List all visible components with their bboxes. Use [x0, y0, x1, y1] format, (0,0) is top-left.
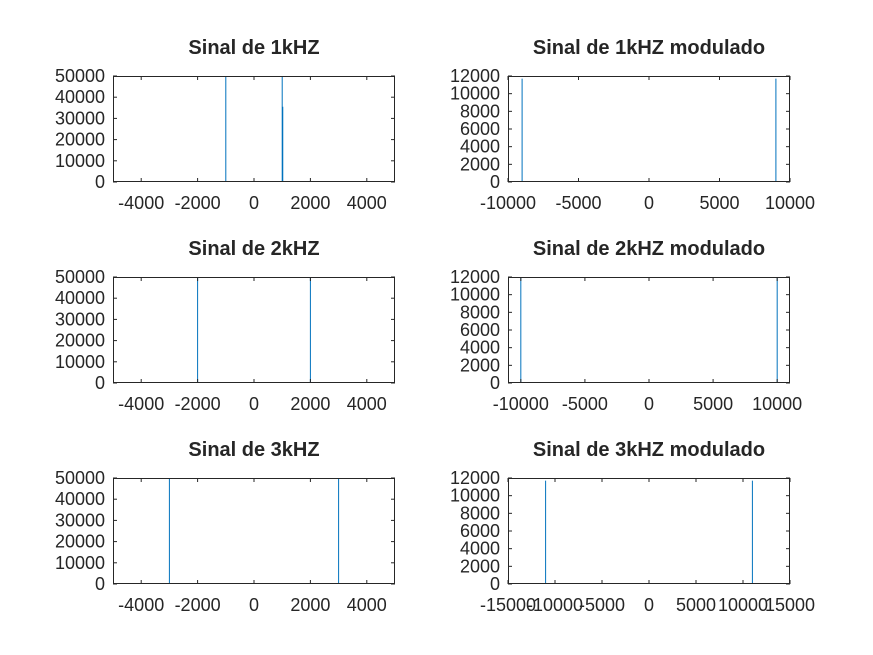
y-tick-label: 0	[490, 172, 500, 192]
y-tick-label: 8000	[460, 302, 500, 322]
y-tick-label: 40000	[55, 87, 105, 107]
x-tick-label: -15000	[480, 595, 536, 615]
subplot-title: Sinal de 2kHZ	[188, 238, 319, 260]
y-tick-label: 12000	[450, 66, 500, 86]
x-tick-label: -2000	[175, 193, 221, 213]
y-tick-label: 10000	[450, 486, 500, 506]
y-tick-label: 8000	[460, 503, 500, 523]
y-tick-label: 50000	[55, 468, 105, 488]
y-tick-label: 8000	[460, 101, 500, 121]
x-tick-label: -2000	[175, 595, 221, 615]
x-tick-label: 5000	[693, 394, 733, 414]
subplot-title: Sinal de 2kHZ modulado	[533, 238, 765, 260]
x-tick-label: 2000	[290, 394, 330, 414]
y-tick-label: 30000	[55, 309, 105, 329]
x-tick-label: 0	[644, 394, 654, 414]
y-tick-label: 0	[95, 373, 105, 393]
x-tick-label: -4000	[118, 394, 164, 414]
y-tick-label: 50000	[55, 66, 105, 86]
x-tick-label: -10000	[493, 394, 549, 414]
x-tick-label: -10000	[480, 193, 536, 213]
x-tick-label: 0	[249, 595, 259, 615]
x-tick-label: -4000	[118, 193, 164, 213]
x-tick-label: 5000	[699, 193, 739, 213]
y-tick-label: 0	[490, 373, 500, 393]
x-tick-label: 4000	[347, 394, 387, 414]
x-tick-label: 0	[249, 394, 259, 414]
y-tick-label: 2000	[460, 355, 500, 375]
y-tick-label: 10000	[55, 352, 105, 372]
y-tick-label: 4000	[460, 137, 500, 157]
y-tick-label: 6000	[460, 521, 500, 541]
y-tick-label: 30000	[55, 108, 105, 128]
x-tick-label: 0	[644, 193, 654, 213]
subplot-title: Sinal de 1kHZ	[188, 37, 319, 59]
x-tick-label: 0	[249, 193, 259, 213]
y-tick-label: 2000	[460, 556, 500, 576]
y-tick-label: 4000	[460, 539, 500, 559]
y-tick-label: 40000	[55, 288, 105, 308]
y-tick-label: 20000	[55, 532, 105, 552]
x-tick-label: -5000	[555, 193, 601, 213]
x-tick-label: 2000	[290, 193, 330, 213]
x-tick-label: 4000	[347, 595, 387, 615]
x-tick-label: -2000	[175, 394, 221, 414]
y-tick-label: 2000	[460, 154, 500, 174]
x-tick-label: -5000	[562, 394, 608, 414]
y-tick-label: 20000	[55, 130, 105, 150]
x-tick-label: -10000	[527, 595, 583, 615]
y-tick-label: 10000	[55, 553, 105, 573]
x-tick-label: 4000	[347, 193, 387, 213]
subplot-title: Sinal de 3kHZ	[188, 439, 319, 461]
subplot-2khz: Sinal de 2kHZ -4000 -2000 0 2000 40000100002…	[55, 238, 395, 414]
y-tick-label: 6000	[460, 119, 500, 139]
subplot-title: Sinal de 3kHZ modulado	[533, 439, 765, 461]
y-tick-label: 12000	[450, 468, 500, 488]
subplot-3khz: Sinal de 3kHZ -4000 -2000 0 2000 40000100002…	[55, 439, 395, 615]
x-tick-label: -4000	[118, 595, 164, 615]
y-tick-label: 10000	[55, 151, 105, 171]
subplot-2khz-modulado: Sinal de 2kHZ modulado -10000 -5000 0 5000 1…	[450, 238, 802, 414]
x-tick-label: 10000	[765, 193, 815, 213]
y-tick-label: 50000	[55, 267, 105, 287]
subplot-1khz-modulado: Sinal de 1kHZ modulado -10000 -5000 0 5000 1…	[450, 37, 815, 213]
x-tick-label: 2000	[290, 595, 330, 615]
y-tick-label: 4000	[460, 338, 500, 358]
y-tick-label: 6000	[460, 320, 500, 340]
subplot-1khz: Sinal de 1kHZ -4000 -2000 0 2000 40000100002…	[55, 37, 395, 213]
x-tick-label: 0	[644, 595, 654, 615]
y-tick-label: 0	[95, 574, 105, 594]
y-tick-label: 10000	[450, 84, 500, 104]
subplot-title: Sinal de 1kHZ modulado	[533, 37, 765, 59]
x-tick-label: 10000	[752, 394, 802, 414]
y-tick-label: 0	[490, 574, 500, 594]
x-tick-label: -5000	[579, 595, 625, 615]
y-tick-label: 10000	[450, 285, 500, 305]
x-tick-label: 15000	[765, 595, 815, 615]
y-tick-label: 12000	[450, 267, 500, 287]
y-tick-label: 40000	[55, 489, 105, 509]
y-tick-label: 30000	[55, 510, 105, 530]
x-tick-label: 5000	[676, 595, 716, 615]
y-tick-label: 20000	[55, 331, 105, 351]
subplot-3khz-modulado: Sinal de 3kHZ modulado -15000-10000-5000…	[450, 439, 815, 615]
y-tick-label: 0	[95, 172, 105, 192]
x-tick-label: 10000	[718, 595, 768, 615]
